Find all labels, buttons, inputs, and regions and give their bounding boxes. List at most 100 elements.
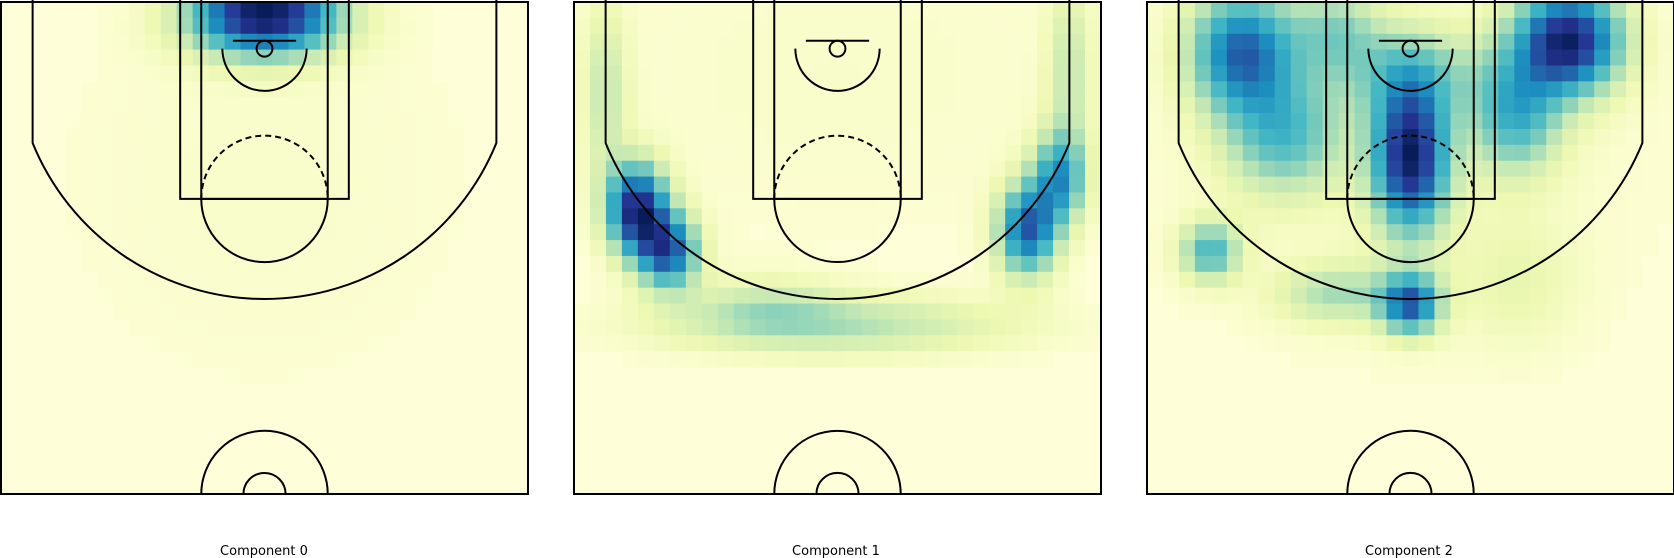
heatmap-cell bbox=[1322, 2, 1340, 19]
heatmap-cell bbox=[256, 255, 274, 273]
heatmap-cell bbox=[925, 208, 942, 225]
court-lines bbox=[0, 0, 529, 495]
heatmap-cell bbox=[1005, 192, 1022, 209]
heatmap-cell bbox=[925, 33, 942, 51]
heatmap-cell bbox=[96, 287, 114, 305]
heatmap-cell bbox=[160, 160, 178, 178]
heatmap-cell bbox=[813, 113, 831, 130]
heatmap-cell bbox=[320, 335, 337, 352]
heatmap-cell bbox=[909, 351, 926, 368]
heatmap-cell bbox=[1418, 113, 1436, 130]
heatmap-cell bbox=[1370, 335, 1388, 352]
heatmap-cell bbox=[1546, 335, 1563, 352]
heatmap-cell bbox=[1085, 208, 1102, 225]
heatmap-cell bbox=[1306, 240, 1324, 257]
heatmap-cell bbox=[829, 303, 847, 321]
heatmap-cell bbox=[256, 176, 274, 194]
heatmap-cell bbox=[1546, 240, 1563, 257]
heatmap-cell bbox=[1290, 113, 1308, 130]
heatmap-cell bbox=[1258, 81, 1276, 98]
heatmap-cell bbox=[621, 144, 639, 162]
heatmap-cell bbox=[1005, 49, 1022, 67]
heatmap-cell bbox=[384, 144, 401, 162]
heatmap-cell bbox=[1530, 49, 1547, 67]
heatmap-cell bbox=[733, 351, 751, 368]
heatmap-cell bbox=[1514, 367, 1531, 384]
heatmap-cell bbox=[432, 113, 449, 130]
heatmap-cell bbox=[272, 144, 290, 162]
heatmap-cell bbox=[845, 224, 863, 241]
heatmap-cell bbox=[973, 192, 990, 209]
heatmap-cell bbox=[1322, 144, 1340, 162]
heatmap-cell bbox=[989, 97, 1006, 114]
heatmap-cell bbox=[1642, 208, 1659, 225]
paint-inner bbox=[1346, 0, 1475, 200]
heatmap-cell bbox=[1210, 240, 1228, 257]
heatmap-cell bbox=[1274, 240, 1292, 257]
heatmap-cell bbox=[144, 287, 162, 305]
heatmap-cell bbox=[1658, 208, 1674, 225]
heatmap-cell bbox=[384, 319, 401, 336]
heatmap-cell bbox=[1162, 176, 1180, 194]
heatmap-cell bbox=[256, 367, 274, 384]
heatmap-cell bbox=[605, 160, 623, 178]
heatmap-cell bbox=[1594, 287, 1611, 305]
heatmap-cell bbox=[1450, 335, 1467, 352]
heatmap-cell bbox=[368, 2, 385, 19]
paint-inner bbox=[773, 0, 902, 200]
heatmap-cell bbox=[176, 65, 194, 82]
heatmap-cell bbox=[1005, 81, 1022, 98]
heatmap-cell bbox=[1021, 49, 1038, 67]
heatmap-cell bbox=[1482, 208, 1499, 225]
heatmap-cell bbox=[621, 17, 639, 35]
heatmap-cell bbox=[1021, 271, 1038, 289]
heatmap-cell bbox=[288, 367, 306, 384]
heatmap-cell bbox=[717, 144, 735, 162]
heatmap-cell bbox=[797, 128, 815, 146]
heatmap-cell bbox=[973, 113, 990, 130]
heatmap-cell bbox=[829, 351, 847, 368]
heatmap-cell bbox=[432, 176, 449, 194]
heatmap-cell bbox=[288, 208, 306, 225]
heatmap-cell bbox=[1005, 287, 1022, 305]
heatmap-cell bbox=[589, 192, 607, 209]
heatmap-cell bbox=[733, 81, 751, 98]
heatmap-cell bbox=[1194, 65, 1212, 82]
heatmap-cell bbox=[208, 351, 226, 368]
heatmap-cell bbox=[685, 192, 703, 209]
heatmap-cell bbox=[1069, 97, 1086, 114]
heatmap-cell bbox=[1322, 335, 1340, 352]
heatmap-cell bbox=[96, 208, 114, 225]
heatmap-cell bbox=[957, 208, 974, 225]
heatmap-cell bbox=[1242, 113, 1260, 130]
heatmap-cell bbox=[80, 255, 98, 273]
heatmap-cell bbox=[1402, 65, 1420, 82]
heatmap-cell bbox=[352, 160, 369, 178]
heatmap-cell bbox=[1642, 81, 1659, 98]
heatmap-cell bbox=[1322, 160, 1340, 178]
heatmap-cell bbox=[1322, 224, 1340, 241]
heatmap-cell bbox=[1005, 208, 1022, 225]
heatmap-cell bbox=[957, 97, 974, 114]
heatmap-cell bbox=[336, 192, 353, 209]
heatmap-cell bbox=[1037, 97, 1054, 114]
heatmap-cell bbox=[653, 49, 671, 67]
heatmap-cell bbox=[637, 208, 655, 225]
heatmap-cell bbox=[1194, 160, 1212, 178]
heatmap-cell bbox=[813, 224, 831, 241]
heatmap-cell bbox=[653, 303, 671, 321]
heatmap-cell bbox=[1450, 271, 1467, 289]
heatmap-cell bbox=[400, 255, 417, 273]
heatmap-cell bbox=[176, 17, 194, 35]
heatmap-cell bbox=[1386, 49, 1404, 67]
heatmap-cell bbox=[336, 224, 353, 241]
heatmap-cell bbox=[1069, 287, 1086, 305]
heatmap-cell bbox=[416, 144, 433, 162]
heatmap-cell bbox=[797, 208, 815, 225]
heatmap-cell bbox=[589, 208, 607, 225]
heatmap-cell bbox=[653, 192, 671, 209]
heatmap-cell bbox=[1626, 192, 1643, 209]
heatmap-cell bbox=[1402, 113, 1420, 130]
heatmap-cell bbox=[1021, 33, 1038, 51]
heatmap-cell bbox=[1242, 208, 1260, 225]
